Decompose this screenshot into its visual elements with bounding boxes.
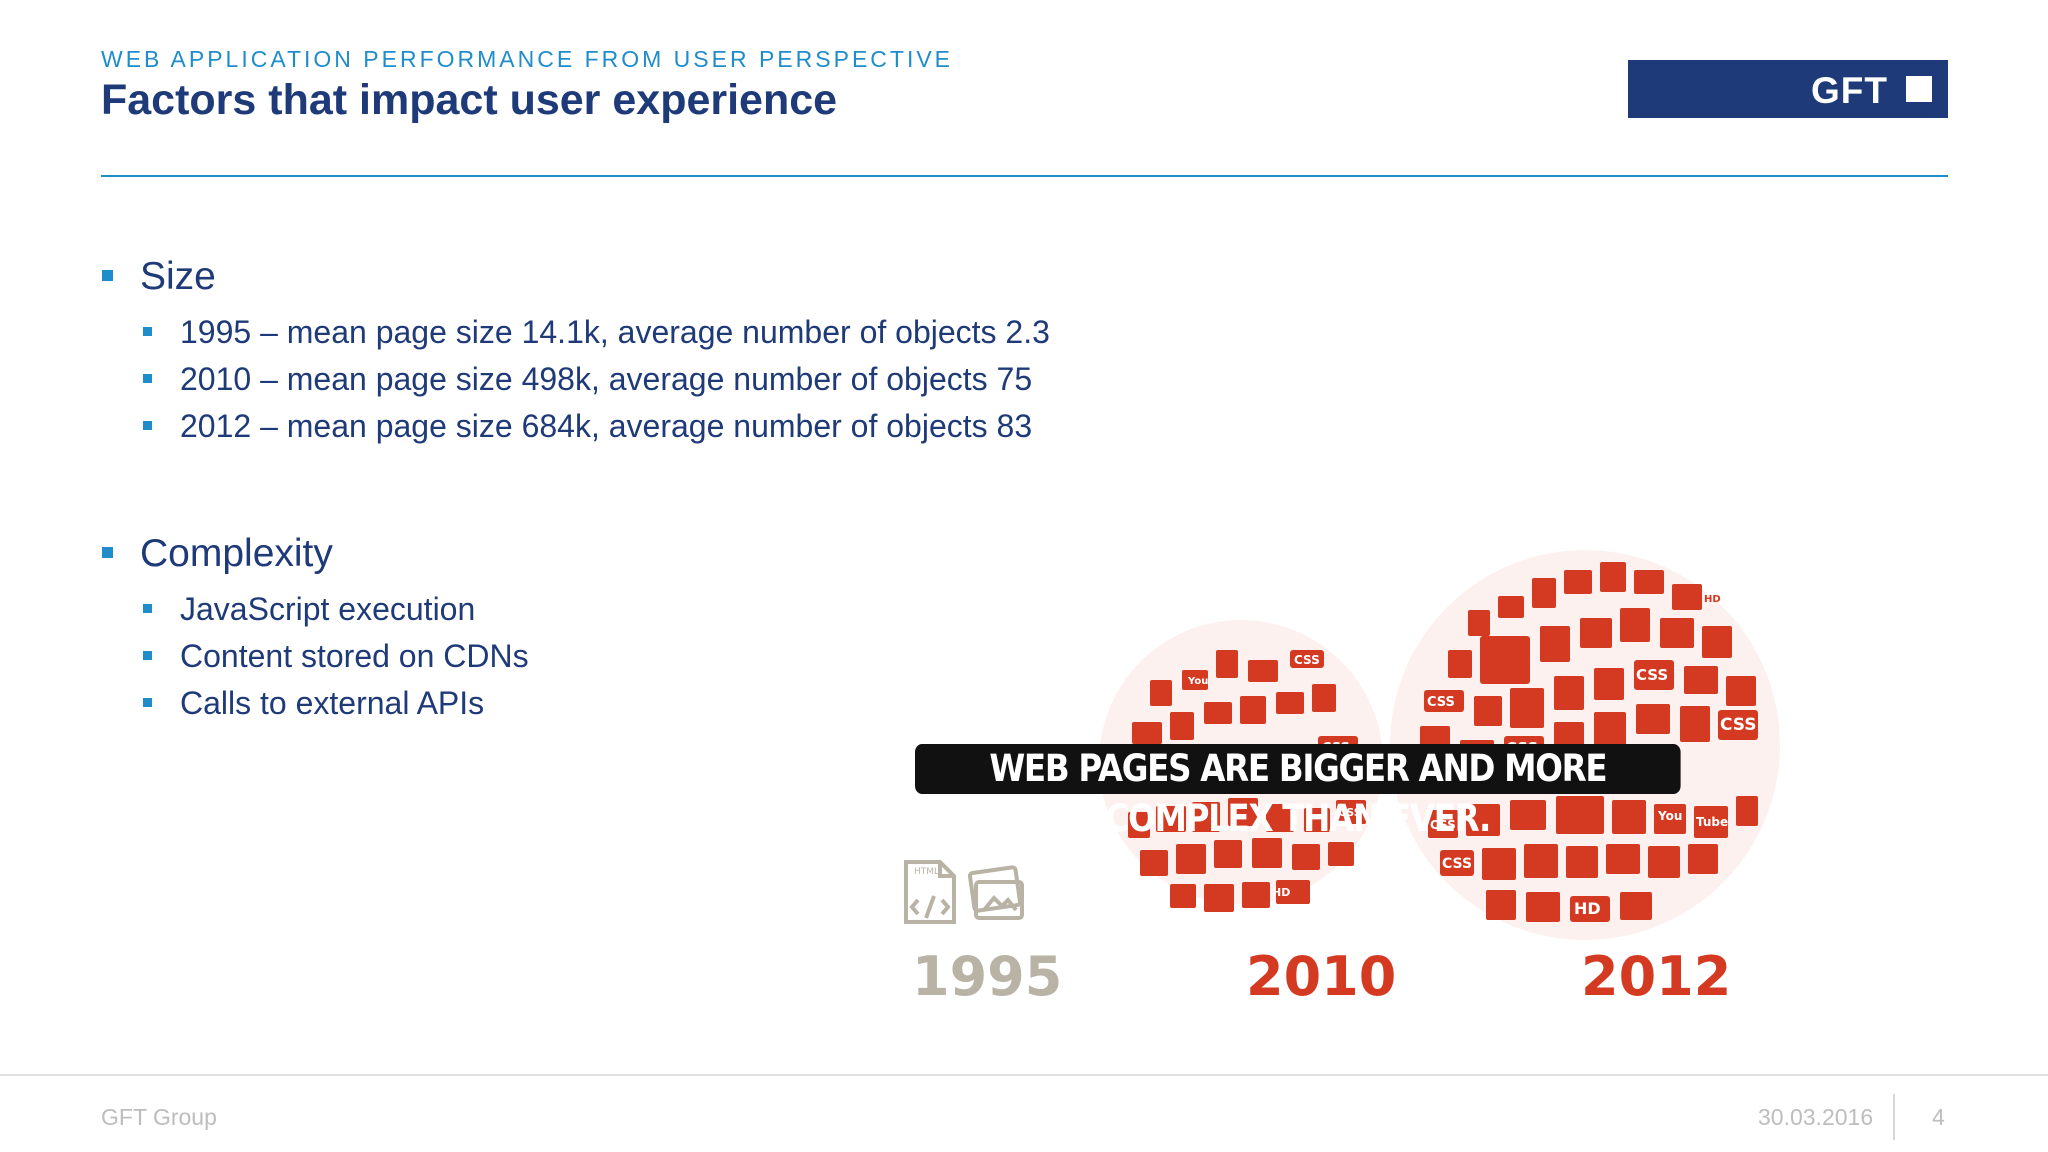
svg-text:Tube: Tube bbox=[1696, 815, 1728, 829]
svg-text:CSS: CSS bbox=[1427, 695, 1455, 710]
header-divider bbox=[101, 175, 1948, 177]
bullet-item: Content stored on CDNs bbox=[101, 633, 1050, 680]
image-file-icon bbox=[967, 865, 1024, 920]
bullet-complexity: Complexity bbox=[101, 522, 1050, 586]
svg-text:CSS: CSS bbox=[1442, 856, 1472, 872]
svg-text:HD: HD bbox=[1574, 899, 1601, 918]
svg-text:CSS: CSS bbox=[1636, 666, 1668, 684]
footer-company: GFT Group bbox=[101, 1104, 217, 1130]
bullet-item: 2012 – mean page size 684k, average numb… bbox=[101, 403, 1050, 450]
svg-text:You: You bbox=[1657, 809, 1682, 823]
svg-text:CSS: CSS bbox=[1720, 715, 1757, 735]
svg-text:CSS: CSS bbox=[1294, 653, 1320, 667]
section-kicker: WEB APPLICATION PERFORMANCE FROM USER PE… bbox=[101, 46, 954, 72]
infographic-banner: WEB PAGES ARE BIGGER AND MORE COMPLEX TH… bbox=[915, 744, 1681, 840]
svg-text:HD: HD bbox=[1704, 594, 1721, 605]
slide-title: Factors that impact user experience bbox=[101, 76, 838, 124]
logo-square-icon bbox=[1906, 76, 1932, 102]
year-2012-label: 2012 bbox=[1581, 945, 1732, 1008]
bullet-item: 1995 – mean page size 14.1k, average num… bbox=[101, 309, 1050, 356]
year-1995-label: 1995 bbox=[912, 945, 1063, 1008]
gft-logo: GFT bbox=[1628, 60, 1948, 118]
bullet-item: 2010 – mean page size 498k, average numb… bbox=[101, 356, 1050, 403]
svg-text:HD: HD bbox=[1272, 886, 1290, 899]
footer-divider bbox=[0, 1074, 2048, 1076]
footer-separator bbox=[1893, 1094, 1895, 1140]
bullet-item: JavaScript execution bbox=[101, 586, 1050, 633]
year-2010-label: 2010 bbox=[1246, 945, 1397, 1008]
footer-date: 30.03.2016 bbox=[1758, 1104, 1874, 1130]
svg-text:CSS: CSS bbox=[1338, 806, 1362, 819]
page-number: 4 bbox=[1932, 1104, 1945, 1130]
svg-text:You: You bbox=[1187, 676, 1208, 687]
bullet-list: Size 1995 – mean page size 14.1k, averag… bbox=[101, 245, 1050, 727]
html-file-icon: HTML bbox=[904, 860, 956, 924]
bullet-size: Size bbox=[101, 245, 1050, 309]
svg-text:HTML: HTML bbox=[914, 867, 939, 877]
logo-text: GFT bbox=[1811, 70, 1888, 111]
bullet-item: Calls to external APIs bbox=[101, 680, 1050, 727]
svg-text:CSS: CSS bbox=[1430, 818, 1456, 832]
